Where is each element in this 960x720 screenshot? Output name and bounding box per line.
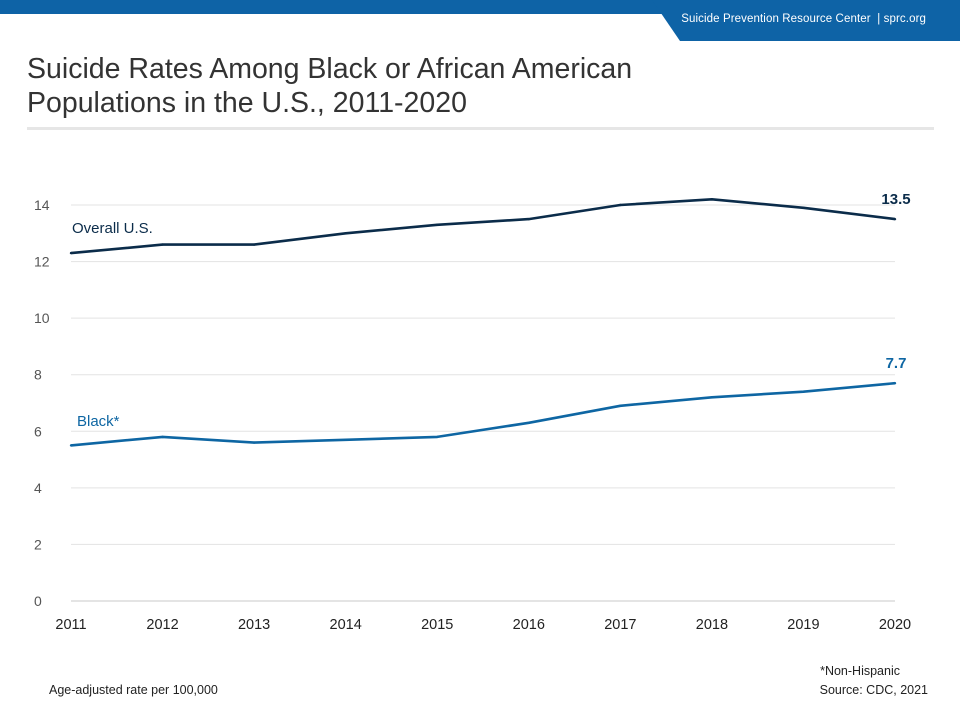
x-tick-label: 2020 <box>879 617 911 633</box>
series-line-1 <box>70 381 896 447</box>
series-line-0 <box>70 198 896 255</box>
data-point <box>893 382 897 385</box>
x-tick-label: 2013 <box>238 617 270 633</box>
data-point <box>436 435 439 439</box>
data-point <box>710 396 714 399</box>
data-point <box>802 390 805 393</box>
end-value-label: 13.5 <box>881 191 910 208</box>
header-site[interactable]: sprc.org <box>883 13 926 25</box>
x-tick-label: 2011 <box>55 617 86 633</box>
y-tick-label: 12 <box>34 254 50 270</box>
x-tick-label: 2019 <box>787 617 819 633</box>
header-tab: Suicide Prevention Resource Center | spr… <box>652 0 960 41</box>
unit-note: Age-adjusted rate per 100,000 <box>49 683 218 697</box>
x-tick-label: 2012 <box>146 617 178 633</box>
page-title: Suicide Rates Among Black or African Ame… <box>27 52 727 120</box>
y-tick-label: 14 <box>34 197 50 213</box>
header-org: Suicide Prevention Resource Center <box>681 13 871 25</box>
end-value-label: 7.7 <box>886 355 907 372</box>
series-name-label: Overall U.S. <box>72 220 153 237</box>
title-line-1: Suicide Rates Among Black or African Ame… <box>27 53 633 85</box>
series-name-label: Black* <box>77 413 120 430</box>
data-point <box>527 217 530 221</box>
y-tick-label: 8 <box>34 367 42 383</box>
y-tick-label: 2 <box>34 536 42 552</box>
y-tick-label: 6 <box>34 423 42 439</box>
y-tick-label: 4 <box>34 480 42 496</box>
data-point <box>893 217 897 221</box>
data-point <box>161 435 164 439</box>
data-point <box>619 203 622 207</box>
x-tick-label: 2017 <box>604 617 636 633</box>
footnote-non-hispanic: *Non-Hispanic <box>820 664 900 678</box>
data-point <box>710 198 714 201</box>
title-line-2: Populations in the U.S., 2011-2020 <box>27 87 467 119</box>
data-point <box>344 438 347 441</box>
data-point <box>69 444 73 447</box>
data-point <box>436 223 439 226</box>
x-tick-label: 2015 <box>421 617 453 633</box>
data-point <box>252 441 256 444</box>
data-point <box>344 232 347 235</box>
x-tick-label: 2014 <box>330 617 362 633</box>
title-divider <box>27 127 934 130</box>
y-tick-label: 0 <box>34 593 42 609</box>
data-point <box>619 404 622 408</box>
y-tick-label: 10 <box>34 310 50 326</box>
header-text: Suicide Prevention Resource Center | spr… <box>681 13 926 25</box>
data-point <box>69 251 73 255</box>
data-point <box>527 421 530 424</box>
header-separator: | <box>877 13 881 25</box>
x-tick-label: 2016 <box>513 617 545 633</box>
data-point <box>252 243 256 246</box>
data-point <box>161 243 164 246</box>
data-point <box>802 206 805 210</box>
x-tick-label: 2018 <box>696 617 728 633</box>
source-note: Source: CDC, 2021 <box>819 683 928 697</box>
